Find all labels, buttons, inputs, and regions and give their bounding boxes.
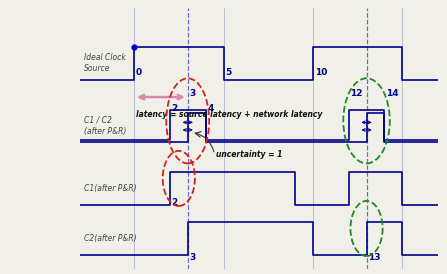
Text: 13: 13 [368, 253, 381, 262]
Text: 14: 14 [386, 89, 399, 98]
Text: 2: 2 [172, 104, 178, 113]
Text: 10: 10 [315, 68, 327, 77]
Text: uncertainty = 1: uncertainty = 1 [216, 150, 283, 159]
Text: 12: 12 [350, 89, 363, 98]
Text: 2: 2 [172, 198, 178, 207]
Text: 4: 4 [207, 104, 214, 113]
Text: C1 / C2
(after P&R): C1 / C2 (after P&R) [84, 116, 127, 136]
Text: 3: 3 [190, 253, 196, 262]
Text: latency = source latency + network latency: latency = source latency + network laten… [136, 110, 322, 119]
Text: 5: 5 [225, 68, 232, 77]
Text: C2(after P&R): C2(after P&R) [84, 234, 137, 243]
Text: Ideal Clock
Source: Ideal Clock Source [84, 53, 126, 73]
Text: 3: 3 [190, 89, 196, 98]
Text: 0: 0 [136, 68, 142, 77]
Text: C1(after P&R): C1(after P&R) [84, 184, 137, 193]
